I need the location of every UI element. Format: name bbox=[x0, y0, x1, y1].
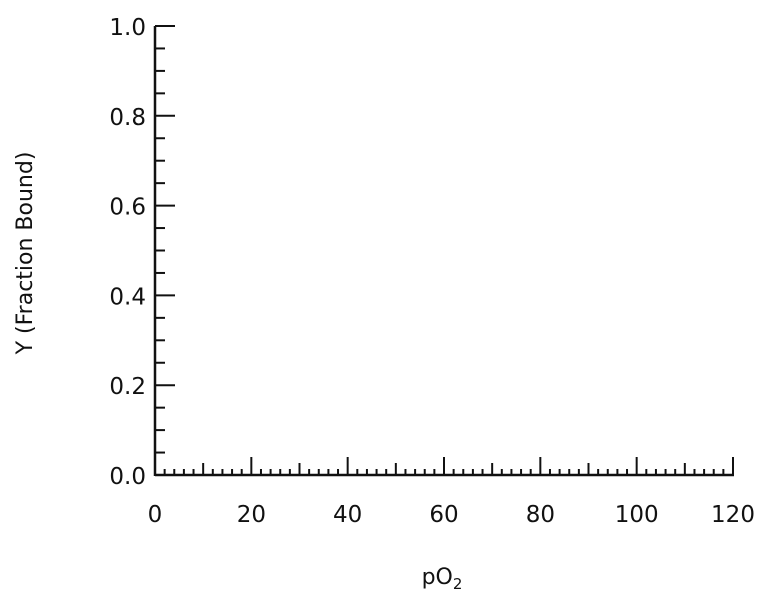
y-tick-label: 0.4 bbox=[109, 284, 146, 310]
x-axis-title-subscript: 2 bbox=[453, 575, 463, 589]
x-tick-labels: 0 20 40 60 80 100 120 bbox=[148, 502, 755, 528]
x-tick-label: 80 bbox=[526, 502, 555, 528]
y-tick-label: 0.8 bbox=[109, 105, 146, 131]
y-tick-labels: 0.0 0.2 0.4 0.6 0.8 1.0 bbox=[109, 15, 146, 490]
y-tick-label: 1.0 bbox=[109, 15, 146, 41]
x-tick-label: 60 bbox=[429, 502, 458, 528]
y-tick-label: 0.2 bbox=[109, 374, 146, 400]
x-tick-label: 100 bbox=[615, 502, 659, 528]
x-tick-label: 120 bbox=[711, 502, 755, 528]
y-tick-label: 0.6 bbox=[109, 195, 146, 221]
x-axis-title: pO2 bbox=[422, 565, 463, 589]
x-tick-label: 0 bbox=[148, 502, 163, 528]
y-axis-title: Y (Fraction Bound) bbox=[13, 152, 38, 356]
x-axis-ticks bbox=[154, 457, 734, 475]
y-tick-label: 0.0 bbox=[109, 464, 146, 490]
x-tick-label: 20 bbox=[237, 502, 266, 528]
y-axis-ticks bbox=[155, 25, 175, 476]
x-axis-title-main: pO bbox=[422, 565, 453, 589]
x-tick-label: 40 bbox=[333, 502, 362, 528]
